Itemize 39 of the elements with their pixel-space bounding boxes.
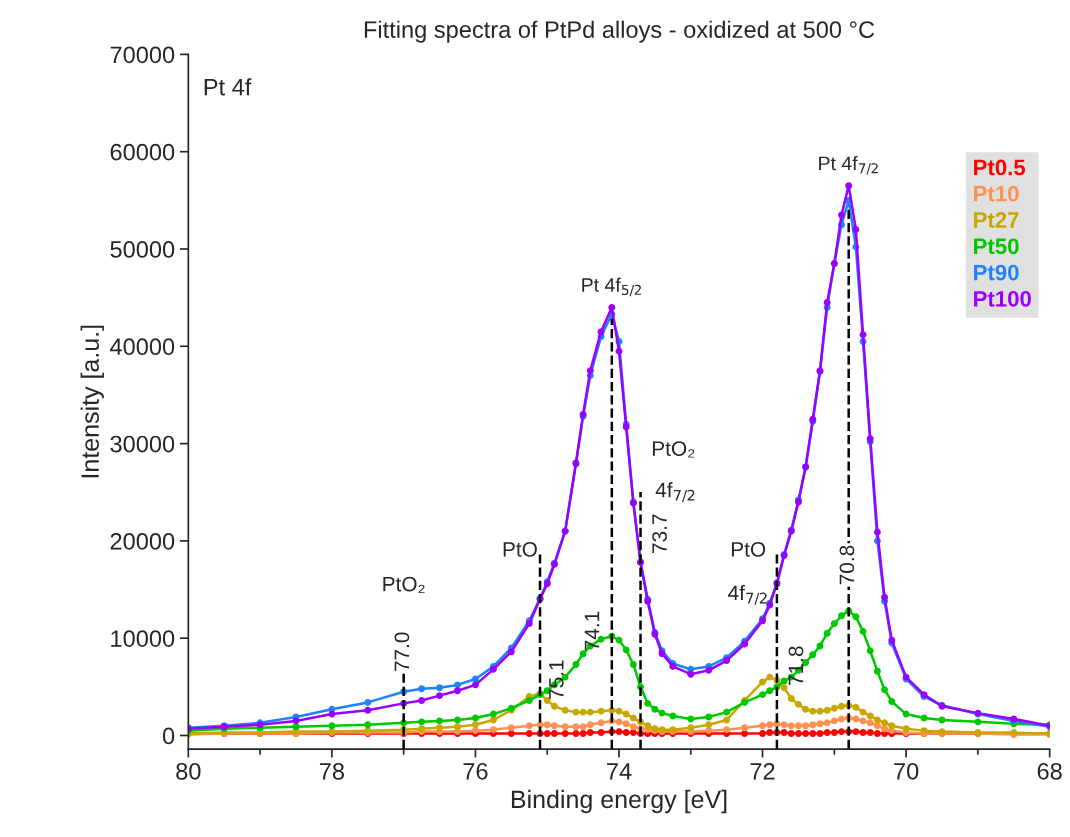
x-tick-label: 76 xyxy=(463,762,488,780)
y-tick-label: 60000 xyxy=(110,143,175,161)
x-tick-label: 68 xyxy=(1037,762,1062,780)
y-tick-label: 40000 xyxy=(110,338,175,356)
annotation: PtO₂ xyxy=(652,441,695,458)
x-tick-label: 78 xyxy=(319,762,344,780)
y-tick-label: 0 xyxy=(162,727,175,745)
annotation: PtO xyxy=(731,541,766,557)
annotation: PtO xyxy=(503,541,537,557)
text: Pt27 xyxy=(974,212,1019,228)
chart-title: Fitting spectra of PtPd alloys - oxidized at 500 °C xyxy=(364,20,875,43)
text: Pt0.5 xyxy=(974,159,1026,176)
y-tick-label: 70000 xyxy=(110,46,175,64)
text: Pt50 xyxy=(974,238,1019,255)
annotation: 4f$_{7/2}$ xyxy=(728,584,767,605)
x-axis-title: Binding energy [eV] xyxy=(511,789,727,814)
ref-line-label: 70.8 xyxy=(839,545,855,585)
annotation: Pt 4f$_{5/2}$ xyxy=(582,277,641,297)
ref-line-label: 77.0 xyxy=(394,632,410,672)
ref-line-label: 75.1 xyxy=(549,660,564,699)
x-tick-label: 70 xyxy=(894,762,919,780)
y-tick-label: 50000 xyxy=(110,241,175,258)
text: Pt90 xyxy=(974,264,1019,281)
y-axis-title: Intensity [a.u.] xyxy=(80,325,104,478)
ref-line-label: 71.8 xyxy=(788,646,804,685)
x-tick-label: 80 xyxy=(176,762,201,780)
x-tick-label: 72 xyxy=(750,762,775,780)
annotation: Pt 4f xyxy=(204,78,252,96)
y-tick-label: 10000 xyxy=(111,630,175,647)
annotation: PtO₂ xyxy=(383,576,425,594)
x-tick-label: 74 xyxy=(607,763,632,780)
text: Pt10 xyxy=(974,185,1019,202)
y-tick-label: 30000 xyxy=(110,435,175,453)
ref-line-label: 74.1 xyxy=(584,611,600,651)
annotation: Pt 4f$_{7/2}$ xyxy=(819,155,878,175)
y-tick-label: 20000 xyxy=(110,532,175,550)
text: Pt100 xyxy=(974,290,1031,307)
annotation: 4f$_{7/2}$ xyxy=(655,482,695,502)
ref-line-label: 73.7 xyxy=(652,514,667,553)
